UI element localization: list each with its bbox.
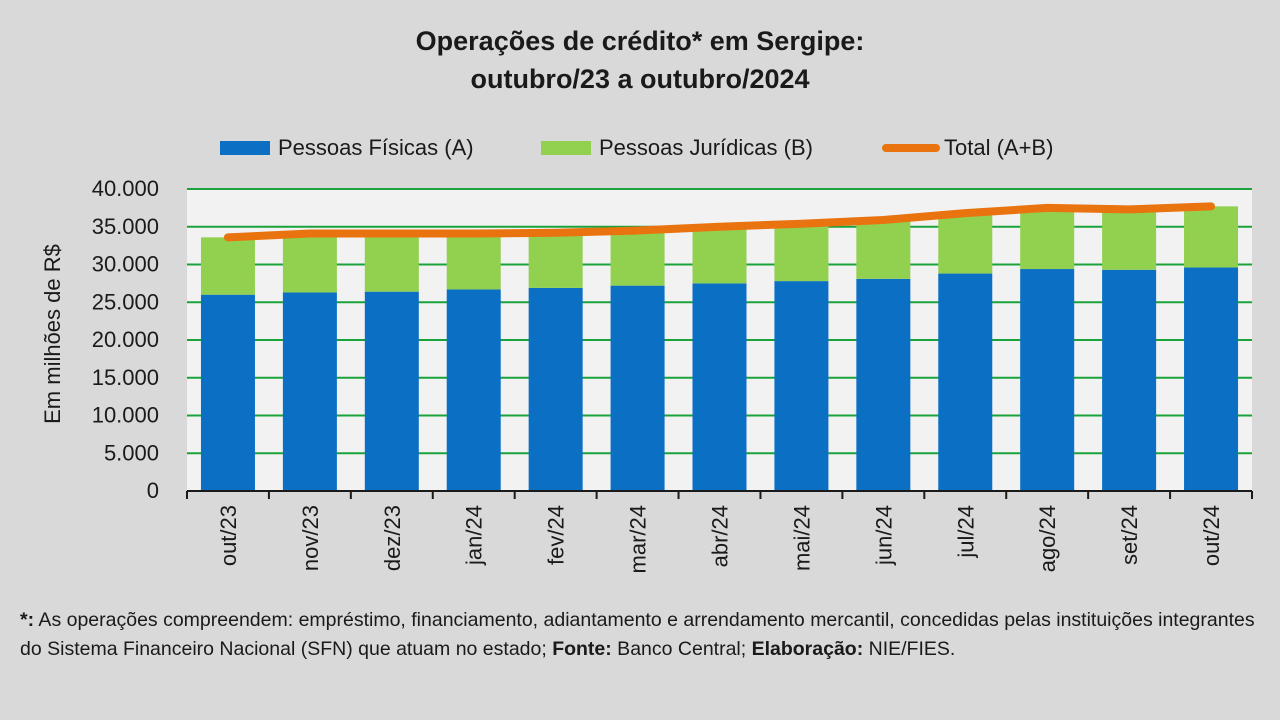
x-tick-label: out/23 bbox=[216, 505, 241, 566]
bar-pessoas-juridicas bbox=[200, 237, 255, 295]
legend-swatch-pf bbox=[220, 141, 270, 155]
bar-pessoas-fisicas bbox=[1020, 269, 1075, 491]
y-axis-title: Em milhões de R$ bbox=[40, 244, 65, 424]
bar-pessoas-juridicas bbox=[1184, 206, 1239, 268]
x-tick-label: jan/24 bbox=[462, 505, 487, 566]
bar-pessoas-juridicas bbox=[938, 213, 993, 274]
y-tick-label: 10.000 bbox=[92, 403, 159, 428]
x-tick-label: ago/24 bbox=[1035, 505, 1060, 572]
y-tick-label: 5.000 bbox=[104, 440, 159, 465]
bar-pessoas-fisicas bbox=[446, 289, 501, 491]
bar-pessoas-fisicas bbox=[938, 273, 993, 491]
x-tick-label: jul/24 bbox=[953, 505, 978, 559]
bar-pessoas-juridicas bbox=[364, 233, 419, 292]
x-tick-label: out/24 bbox=[1199, 505, 1224, 566]
bar-pessoas-juridicas bbox=[856, 219, 911, 279]
bar-pessoas-juridicas bbox=[774, 223, 829, 282]
bar-pessoas-fisicas bbox=[1184, 267, 1239, 491]
x-tick-label: jun/24 bbox=[871, 505, 896, 566]
footnote-text: As operações compreendem: empréstimo, fi… bbox=[20, 609, 1255, 660]
legend-label-pj: Pessoas Jurídicas (B) bbox=[599, 135, 813, 160]
chart-title-line1: Operações de crédito* em Sergipe: bbox=[415, 26, 865, 56]
legend-label-total: Total (A+B) bbox=[944, 135, 1054, 160]
y-tick-label: 40.000 bbox=[92, 176, 159, 201]
x-tick-label: mar/24 bbox=[626, 505, 651, 573]
x-tick-label: set/24 bbox=[1117, 505, 1142, 565]
footnote-elab-label: Elaboração: bbox=[751, 638, 864, 660]
bar-pessoas-juridicas bbox=[1102, 209, 1157, 270]
y-tick-label: 30.000 bbox=[92, 252, 159, 277]
x-tick-label: nov/23 bbox=[298, 505, 323, 571]
legend-item-total: Total (A+B) bbox=[882, 132, 1053, 164]
footnote-star: *: bbox=[20, 609, 35, 631]
bar-pessoas-fisicas bbox=[200, 294, 255, 491]
legend: Pessoas Físicas (A) Pessoas Jurídicas (B… bbox=[0, 132, 1280, 164]
bar-pessoas-juridicas bbox=[446, 233, 501, 290]
bar-pessoas-juridicas bbox=[282, 233, 337, 293]
x-tick-label: abr/24 bbox=[708, 505, 733, 567]
chart-plot: 0 5.000 10.000 15.000 20.000 25.000 30.000 35.0… bbox=[40, 176, 1253, 573]
bar-pessoas-fisicas bbox=[282, 292, 337, 491]
chart-title-line2: outubro/23 a outubro/2024 bbox=[470, 64, 810, 94]
bar-pessoas-juridicas bbox=[528, 232, 583, 288]
bar-pessoas-fisicas bbox=[856, 278, 911, 491]
y-tick-label: 20.000 bbox=[92, 327, 159, 352]
bar-pessoas-fisicas bbox=[774, 281, 829, 491]
bar-pessoas-fisicas bbox=[364, 291, 419, 491]
legend-item-pf: Pessoas Físicas (A) bbox=[220, 132, 474, 164]
footnote-fonte-value: Banco Central; bbox=[611, 638, 752, 660]
legend-line-total bbox=[882, 144, 940, 152]
bar-pessoas-fisicas bbox=[1102, 269, 1157, 491]
bar-pessoas-juridicas bbox=[610, 230, 665, 286]
x-tick-label: fev/24 bbox=[544, 505, 569, 565]
line-total bbox=[223, 202, 1216, 242]
bar-pessoas-fisicas bbox=[528, 287, 583, 491]
y-tick-label: 15.000 bbox=[92, 365, 159, 390]
y-tick-label: 25.000 bbox=[92, 289, 159, 314]
legend-swatch-pj bbox=[541, 141, 591, 155]
chart-title: Operações de crédito* em Sergipe: outubr… bbox=[0, 22, 1280, 98]
footnote-elab-value: NIE/FIES. bbox=[863, 638, 956, 660]
x-tick-label: dez/23 bbox=[380, 505, 405, 571]
legend-label-pf: Pessoas Físicas (A) bbox=[278, 135, 474, 160]
legend-item-pj: Pessoas Jurídicas (B) bbox=[541, 132, 813, 164]
x-tick-label: mai/24 bbox=[789, 505, 814, 571]
footnote: *: As operações compreendem: empréstimo,… bbox=[20, 606, 1260, 664]
bar-pessoas-fisicas bbox=[610, 285, 665, 491]
bar-pessoas-fisicas bbox=[692, 283, 747, 491]
bar-pessoas-juridicas bbox=[1020, 207, 1075, 270]
bar-pessoas-juridicas bbox=[692, 226, 747, 284]
y-tick-label: 0 bbox=[147, 478, 159, 503]
y-tick-label: 35.000 bbox=[92, 214, 159, 239]
footnote-fonte-label: Fonte: bbox=[552, 638, 612, 660]
